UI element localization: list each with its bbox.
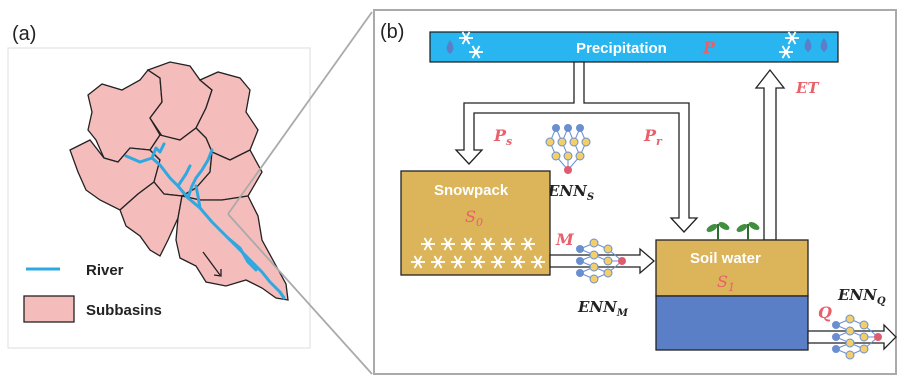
enn-m-label: ENNM — [577, 298, 629, 319]
subbasin-8 — [175, 195, 289, 301]
discharge-flow: Q ENNQ — [807, 286, 897, 360]
panel-b: (b) Precipitation P ET Ps Pr ENNS — [373, 9, 897, 375]
river-main — [124, 154, 286, 300]
panel-b-label: (b) — [380, 21, 404, 43]
discharge-label: Q — [818, 303, 832, 322]
plant-icon — [706, 222, 730, 240]
snowpack-label: Snowpack — [434, 182, 509, 199]
et-arrow: ET — [754, 68, 820, 241]
melt-flow: M ENNM — [549, 230, 655, 319]
legend: River Subbasins — [23, 262, 162, 323]
subbasin-7 — [119, 181, 183, 257]
snowfall-flux-label: Ps — [493, 126, 512, 148]
legend-river-label: River — [86, 262, 124, 279]
melt-label: M — [555, 230, 575, 249]
river-tributary-5 — [226, 236, 258, 272]
river-network — [124, 142, 286, 300]
snowpack-state: S0 — [465, 207, 483, 229]
precipitation-symbol: P — [702, 38, 716, 57]
soil-water-store: Soil water S1 — [655, 222, 809, 351]
rainfall-flux-label: Pr — [643, 126, 663, 148]
river-tributary-3 — [176, 164, 192, 188]
flow-direction-arrow — [202, 251, 222, 277]
river-tributary-1 — [150, 142, 166, 160]
legend-subbasins-swatch — [23, 295, 75, 323]
river-tributary-4 — [194, 184, 202, 210]
precipitation-label: Precipitation — [576, 40, 667, 57]
panel-a-label: (a) — [12, 23, 36, 45]
precipitation-bar: Precipitation P — [429, 31, 839, 63]
enn-q-label: ENNQ — [837, 286, 886, 307]
enn-s-label: ENNS — [547, 182, 594, 203]
precip-split-arrow — [454, 61, 699, 233]
river-tributary-2 — [186, 148, 214, 200]
et-label: ET — [795, 79, 820, 97]
zoom-lines — [227, 11, 373, 375]
soil-water-label: Soil water — [690, 250, 761, 267]
panel-a: (a) River Subbasin — [7, 11, 373, 375]
legend-subbasins-label: Subbasins — [86, 302, 162, 319]
soil-water-state: S1 — [717, 272, 735, 294]
subbasin-map — [69, 61, 289, 301]
plant-icon — [736, 222, 760, 240]
snowpack-store: Snowpack S0 — [400, 170, 551, 276]
